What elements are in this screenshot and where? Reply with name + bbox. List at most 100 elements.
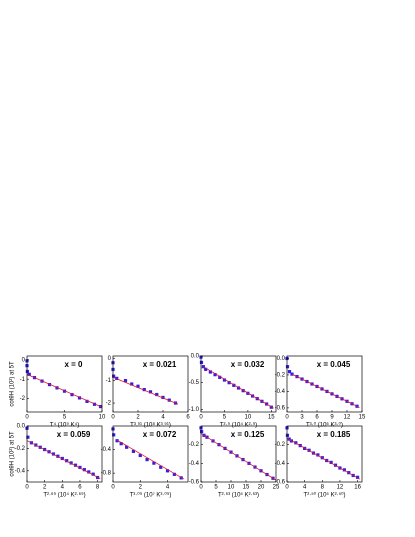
data-point	[152, 461, 156, 465]
plot-frame	[112, 425, 189, 483]
data-point	[222, 378, 227, 382]
panel: 0 4 8 12 16 -0.2 -0.4 -0.6 x = 0.185 T²·⁵⁰ (10⁵ K…	[275, 425, 363, 499]
data-point	[218, 375, 222, 379]
data-point	[138, 453, 142, 458]
x-tick-label: 10	[245, 415, 252, 421]
y-tick-label: -2	[20, 396, 26, 402]
panel: 0 3 6 9 12 15 0.0 -0.2 -0.4 -0.6 x = 0.045 T³·⁰ (10…	[275, 355, 366, 429]
x-tick-label: 0	[199, 415, 203, 421]
x-tick-label: 15	[359, 415, 366, 421]
panel: 0 5 10 0 -1 -2 x = 0 T⁴ (10⁹ K⁴) cotθH (10²) at …	[10, 355, 106, 429]
x-tick-label: 0	[111, 485, 115, 491]
plot-frame	[200, 425, 277, 483]
annotation: x = 0.032	[231, 360, 265, 369]
data-point	[136, 384, 140, 388]
data-point	[208, 370, 212, 374]
x-tick-label: 0	[111, 415, 115, 421]
data-point	[159, 465, 163, 469]
y-tick-label: -0.4	[275, 461, 286, 467]
data-point	[65, 459, 69, 463]
x-tick-label: 12	[344, 415, 351, 421]
x-tick-label: 5	[214, 485, 218, 491]
data-point	[227, 381, 231, 385]
annotation: x = 0	[64, 360, 83, 369]
y-tick-label: 0	[22, 357, 26, 363]
annotation: x = 0.185	[317, 430, 351, 439]
data-point	[91, 472, 95, 476]
x-tick-label: 0	[285, 485, 289, 491]
data-point	[85, 399, 89, 403]
y-tick-label: -2	[106, 401, 112, 407]
x-tick-label: 25	[273, 485, 280, 491]
data-point	[119, 442, 123, 446]
data-point	[213, 373, 217, 377]
x-axis-label: T²·⁶⁹ (10⁴ K²·⁶⁹)	[43, 492, 85, 499]
y-tick-label: -0.4	[15, 468, 26, 474]
plot-frame	[200, 355, 277, 413]
data-point	[199, 360, 204, 364]
x-tick-label: 6	[315, 415, 319, 421]
y-tick-label: 0.0	[191, 354, 200, 360]
y-tick-label: -0.4	[189, 461, 200, 467]
data-point	[70, 393, 74, 397]
y-tick-label: -0.5	[189, 380, 200, 386]
annotation: x = 0.045	[317, 360, 351, 369]
x-axis-label: T²·⁶³ (10⁵ K²·⁶³)	[218, 492, 259, 499]
x-tick-label: 12	[337, 485, 344, 491]
data-point	[287, 370, 292, 374]
data-point	[125, 445, 129, 449]
data-point	[115, 439, 119, 443]
panel: 0 2 4 6 0 -1 -2 x = 0.021 T³.⁹¹ (10⁸ K³.⁹¹)	[106, 355, 190, 429]
data-point	[155, 392, 159, 397]
y-tick-label: -0.2	[15, 446, 26, 452]
data-point	[355, 475, 360, 479]
data-point	[316, 453, 320, 457]
data-point	[145, 458, 149, 462]
x-tick-label: 0	[25, 485, 29, 491]
fit-line	[203, 366, 274, 409]
fit-line	[112, 376, 179, 405]
data-point	[69, 461, 73, 465]
y-tick-label: -1	[20, 377, 26, 383]
x-tick-label: 3	[300, 415, 304, 421]
y-axis-label: cotθH (10²) at 5T	[10, 361, 16, 407]
data-point	[204, 367, 208, 371]
x-tick-label: 6	[186, 415, 190, 421]
data-point	[342, 468, 346, 472]
x-tick-label: 15	[243, 485, 250, 491]
y-axis-label: cotθH (10²) at 5T	[10, 431, 16, 477]
x-tick-label: 8	[321, 485, 325, 491]
x-axis-label: T³·⁰⁹ (10⁷ K³·⁰⁹)	[130, 492, 172, 499]
y-tick-label: -0.6	[189, 480, 200, 486]
x-tick-label: 9	[330, 415, 334, 421]
fit-line	[286, 437, 360, 480]
x-tick-label: 15	[268, 415, 275, 421]
y-tick-label: -0.2	[275, 373, 286, 379]
fit-line	[26, 440, 101, 479]
y-tick-label: -0.6	[275, 405, 286, 411]
x-tick-label: 6	[78, 485, 82, 491]
data-point	[78, 465, 82, 470]
panel: 0 2 4 -0.4 -0.8 x = 0.072 T³·⁰⁹ (10⁷ K³·⁰⁹)	[101, 425, 189, 499]
annotation: x = 0.125	[231, 430, 265, 439]
data-point	[87, 470, 91, 474]
y-tick-label: -0.2	[275, 442, 286, 448]
y-tick-label: -1.0	[189, 407, 200, 413]
plot-frame	[286, 355, 363, 413]
x-axis-label: T³·⁰ (10⁶ K³·⁰)	[306, 422, 343, 429]
y-tick-label: -0.4	[101, 447, 112, 453]
panel: 0 5 10 15 20 25 -0.2 -0.4 -0.6 x = 0.125 T²·⁶³ (10…	[189, 425, 280, 499]
data-point	[77, 396, 82, 400]
fit-line	[291, 373, 360, 408]
x-axis-label: T²·⁹ (10⁴ K²·⁹)	[220, 422, 257, 429]
data-point	[236, 386, 241, 390]
data-point	[172, 472, 176, 476]
data-point	[27, 372, 31, 376]
data-point	[329, 460, 333, 464]
x-tick-label: 20	[258, 485, 265, 491]
data-point	[131, 449, 136, 453]
y-tick-label: 0.0	[277, 356, 286, 362]
data-point	[200, 430, 204, 434]
plot-frame	[26, 425, 103, 483]
fit-line	[116, 439, 185, 480]
